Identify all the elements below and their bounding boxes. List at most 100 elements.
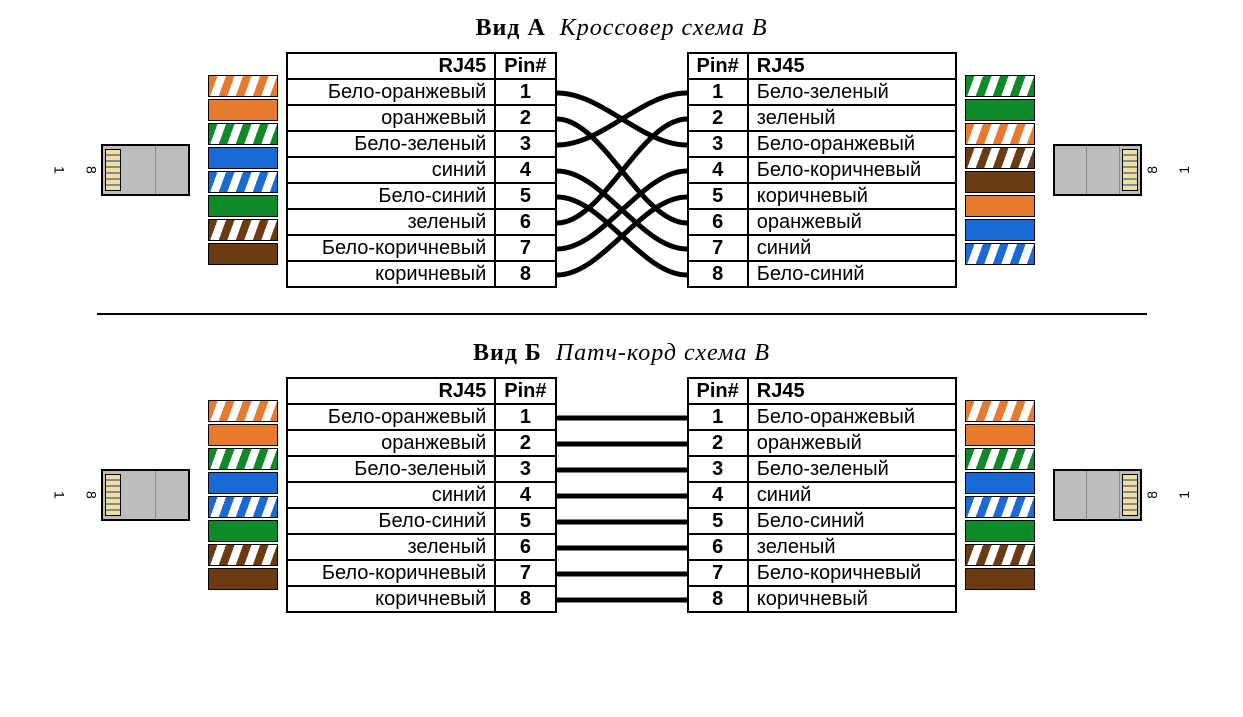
pin-number: 2 — [495, 105, 555, 131]
schema-a: 81 RJ45Pin# Бело-оранжевый1оранжевый2Бел… — [0, 52, 1243, 288]
pin-row: 6зеленый — [688, 534, 956, 560]
divider — [97, 313, 1147, 315]
pin-row: Бело-коричневый7 — [287, 560, 555, 586]
pin-number: 2 — [495, 430, 555, 456]
schema-b-title: Вид Б Патч-корд схема В — [0, 340, 1243, 367]
pin-row: Бело-оранжевый1 — [287, 79, 555, 105]
swatches-b-right — [965, 399, 1035, 591]
pin-number: 2 — [688, 105, 748, 131]
pin-row: 8коричневый — [688, 586, 956, 612]
pin-number: 6 — [688, 534, 748, 560]
color-swatch — [208, 147, 278, 169]
pin-color-name: зеленый — [748, 534, 956, 560]
pin-number: 7 — [688, 560, 748, 586]
color-swatch — [965, 448, 1035, 470]
pin-color-name: синий — [287, 157, 495, 183]
color-swatch — [208, 243, 278, 265]
color-swatch — [965, 123, 1035, 145]
schema-a-title: Вид А Кроссовер схема В — [0, 15, 1243, 42]
pin-number: 4 — [495, 482, 555, 508]
pin-color-name: оранжевый — [748, 430, 956, 456]
pin-number: 5 — [495, 508, 555, 534]
pin-color-name: Бело-коричневый — [287, 560, 495, 586]
color-swatch — [208, 99, 278, 121]
pin-row: синий4 — [287, 157, 555, 183]
pin-color-name: Бело-синий — [287, 183, 495, 209]
pin-row: 1Бело-оранжевый — [688, 404, 956, 430]
pin-color-name: коричневый — [748, 586, 956, 612]
color-swatch — [965, 472, 1035, 494]
color-swatch — [965, 99, 1035, 121]
pin-row: оранжевый2 — [287, 105, 555, 131]
swatches-b-left — [208, 399, 278, 591]
pin-number: 1 — [688, 79, 748, 105]
color-swatch — [965, 75, 1035, 97]
pin-number: 2 — [688, 430, 748, 456]
pin-row: 1Бело-зеленый — [688, 79, 956, 105]
pin-color-name: зеленый — [287, 534, 495, 560]
pin-number: 3 — [688, 131, 748, 157]
pin-table-b-left: RJ45Pin# Бело-оранжевый1оранжевый2Бело-з… — [286, 377, 556, 613]
pin-number: 3 — [495, 456, 555, 482]
pin-row: зеленый6 — [287, 534, 555, 560]
pin-color-name: Бело-коричневый — [287, 235, 495, 261]
pin-number: 4 — [688, 157, 748, 183]
pin-color-name: коричневый — [287, 586, 495, 612]
pin-number: 7 — [495, 235, 555, 261]
pin-row: 4синий — [688, 482, 956, 508]
pin-color-name: Бело-оранжевый — [287, 404, 495, 430]
pin-number: 3 — [495, 131, 555, 157]
pin-color-name: Бело-зеленый — [748, 79, 956, 105]
pin-row: 3Бело-зеленый — [688, 456, 956, 482]
color-swatch — [965, 568, 1035, 590]
pin-color-name: зеленый — [748, 105, 956, 131]
pin-number: 4 — [688, 482, 748, 508]
pin-color-name: зеленый — [287, 209, 495, 235]
pin-color-name: Бело-синий — [748, 508, 956, 534]
pin-row: 4Бело-коричневый — [688, 157, 956, 183]
color-swatch — [965, 400, 1035, 422]
pin-number: 1 — [688, 404, 748, 430]
pin-number: 5 — [688, 508, 748, 534]
pin-row: Бело-оранжевый1 — [287, 404, 555, 430]
pin-color-name: коричневый — [748, 183, 956, 209]
pin-number: 1 — [495, 404, 555, 430]
pin-row: 5коричневый — [688, 183, 956, 209]
pin-number: 4 — [495, 157, 555, 183]
color-swatch — [965, 243, 1035, 265]
pin-row: 7синий — [688, 235, 956, 261]
pin-row: Бело-синий5 — [287, 183, 555, 209]
pin-row: 6оранжевый — [688, 209, 956, 235]
pin-color-name: Бело-зеленый — [287, 131, 495, 157]
pin-color-name: синий — [748, 235, 956, 261]
color-swatch — [208, 400, 278, 422]
color-swatch — [208, 75, 278, 97]
pin-number: 1 — [495, 79, 555, 105]
pin-row: 2зеленый — [688, 105, 956, 131]
color-swatch — [965, 171, 1035, 193]
pin-color-name: синий — [748, 482, 956, 508]
pin-number: 6 — [495, 209, 555, 235]
pin-number: 8 — [688, 261, 748, 287]
pin-row: 8Бело-синий — [688, 261, 956, 287]
wire-map-a — [557, 52, 687, 288]
pin-color-name: Бело-коричневый — [748, 560, 956, 586]
pin-row: 5Бело-синий — [688, 508, 956, 534]
color-swatch — [965, 147, 1035, 169]
pin-number: 7 — [688, 235, 748, 261]
pin-number: 8 — [495, 261, 555, 287]
color-swatch — [965, 496, 1035, 518]
pin-number: 5 — [495, 183, 555, 209]
pin-row: синий4 — [287, 482, 555, 508]
pin-number: 8 — [495, 586, 555, 612]
pin-table-a-left: RJ45Pin# Бело-оранжевый1оранжевый2Бело-з… — [286, 52, 556, 288]
pin-color-name: Бело-синий — [748, 261, 956, 287]
color-swatch — [208, 424, 278, 446]
pin-number: 5 — [688, 183, 748, 209]
rj45-connector-icon: 81 — [1053, 144, 1194, 196]
color-swatch — [208, 123, 278, 145]
pin-number: 6 — [495, 534, 555, 560]
pin-row: 2оранжевый — [688, 430, 956, 456]
color-swatch — [965, 219, 1035, 241]
pin-table-b-right: Pin#RJ45 1Бело-оранжевый2оранжевый3Бело-… — [687, 377, 957, 613]
